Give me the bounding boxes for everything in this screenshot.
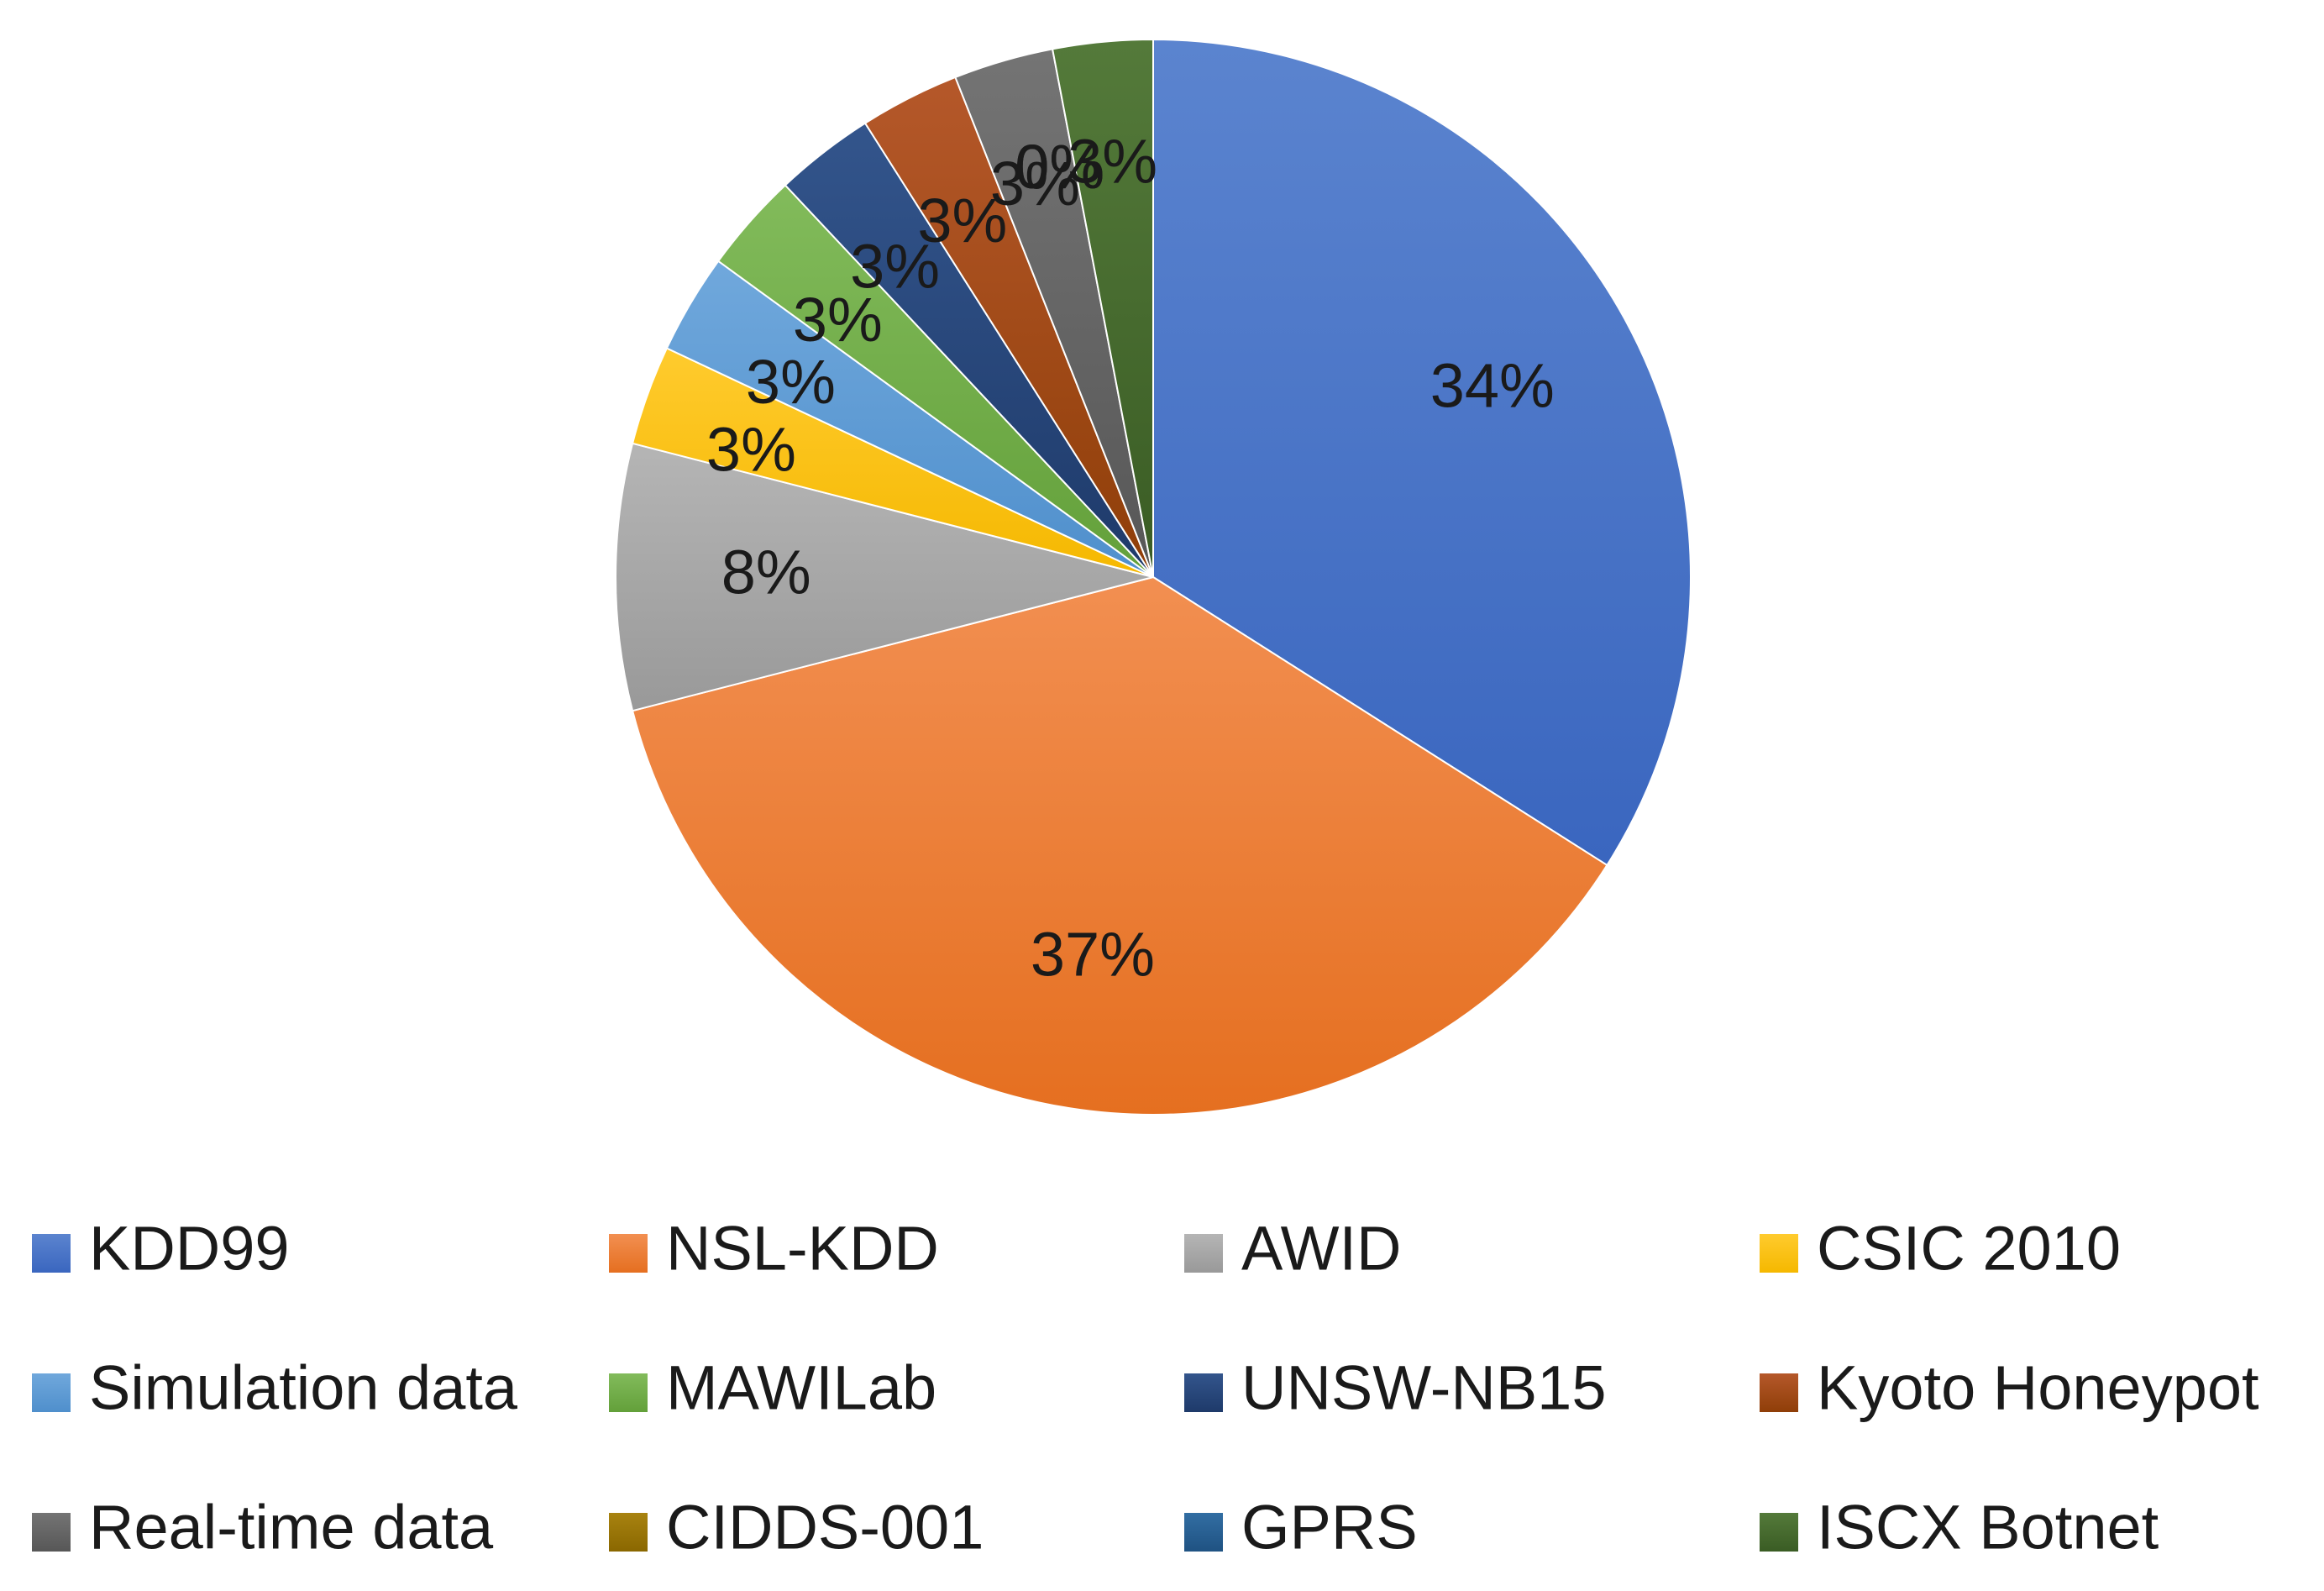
legend-label: UNSW-NB15 (1241, 1353, 1607, 1423)
legend-item-iscx-botnet: ISCX Botnet (1760, 1493, 2159, 1562)
legend-swatch (1760, 1373, 1798, 1412)
data-label-real-time-data: 3% (990, 149, 1080, 218)
legend-item-real-time-data: Real-time data (32, 1493, 494, 1562)
legend-label: Kyoto Honeypot (1817, 1353, 2259, 1423)
legend-label: AWID (1241, 1214, 1401, 1284)
legend-label: CSIC 2010 (1817, 1214, 2121, 1284)
pie-slice-iscx-botnet (1051, 38, 1154, 578)
pie-slice-awid (615, 442, 1154, 712)
pie-slice-nsl-kdd (631, 575, 1608, 1116)
pie-slice-kdd99 (1152, 38, 1692, 867)
legend-swatch (609, 1373, 648, 1412)
legend-item-simulation-data: Simulation data (32, 1353, 518, 1423)
legend-label: Real-time data (89, 1493, 494, 1562)
legend-swatch (32, 1234, 71, 1273)
data-label-unsw-nb15: 3% (850, 231, 940, 301)
legend-item-awid: AWID (1184, 1214, 1401, 1284)
legend-item-csic-2010: CSIC 2010 (1760, 1214, 2121, 1284)
legend-swatch (1760, 1234, 1798, 1273)
data-label-simulation-data: 3% (746, 347, 836, 417)
data-label-iscx-botnet: 3% (1068, 127, 1157, 197)
legend-item-kyoto-honeypot: Kyoto Honeypot (1760, 1353, 2259, 1423)
data-label-cidds-001: 0% (1015, 132, 1104, 202)
legend-swatch (1184, 1373, 1223, 1412)
legend-swatch (32, 1513, 71, 1552)
legend-swatch (32, 1373, 71, 1412)
legend-label: GPRS (1241, 1493, 1418, 1562)
legend: KDD99 NSL-KDD AWID CSIC 2010 Simulation data… (32, 1214, 2259, 1562)
pie-slices (615, 38, 1692, 1116)
data-label-kyoto-honeypot: 3% (917, 186, 1007, 255)
data-label-gprs: 0% (1015, 132, 1104, 202)
legend-swatch (1760, 1513, 1798, 1552)
legend-item-nsl-kdd: NSL-KDD (609, 1214, 939, 1284)
legend-label: ISCX Botnet (1817, 1493, 2159, 1562)
legend-swatch (609, 1234, 648, 1273)
legend-swatch (609, 1513, 648, 1552)
legend-label: MAWILab (666, 1353, 936, 1423)
pie-data-labels: 34%37%8%3%3%3%3%3%3%0%0%3% (706, 127, 1555, 990)
legend-label: KDD99 (89, 1214, 290, 1284)
legend-label: Simulation data (89, 1353, 518, 1423)
legend-swatch (1184, 1513, 1223, 1552)
legend-item-cidds-001: CIDDS-001 (609, 1493, 984, 1562)
data-label-mawilab: 3% (793, 285, 883, 354)
legend-label: NSL-KDD (666, 1214, 939, 1284)
data-label-csic-2010: 3% (706, 414, 796, 484)
legend-item-gprs: GPRS (1184, 1493, 1418, 1562)
data-label-awid: 8% (721, 538, 811, 607)
legend-item-mawilab: MAWILab (609, 1353, 936, 1423)
data-label-kdd99: 34% (1430, 351, 1555, 421)
data-label-nsl-kdd: 37% (1031, 920, 1155, 990)
legend-label: CIDDS-001 (666, 1493, 984, 1562)
legend-swatch (1184, 1234, 1223, 1273)
legend-item-unsw-nb15: UNSW-NB15 (1184, 1353, 1607, 1423)
legend-item-kdd99: KDD99 (32, 1214, 290, 1284)
